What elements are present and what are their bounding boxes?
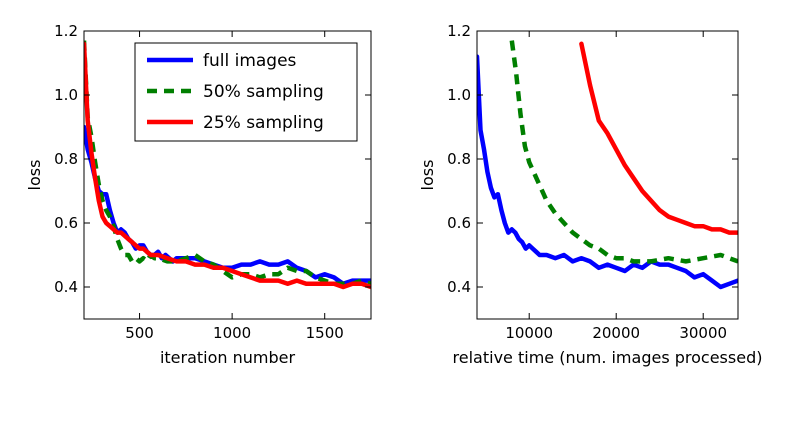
series-line-full-images [477, 54, 738, 290]
y-tick-label: 1.2 [447, 22, 471, 40]
series-line-25-sampling [84, 41, 371, 290]
y-axis-label: loss [418, 160, 437, 191]
plot-area [84, 40, 371, 290]
legend-label: 25% sampling [203, 113, 324, 133]
y-tick-label: 0.8 [447, 150, 471, 168]
x-tick-label: 500 [125, 324, 154, 342]
series-line-50-sampling [509, 40, 738, 264]
y-tick-label: 1.0 [447, 86, 471, 104]
x-axis-label: relative time (num. images processed) [453, 348, 763, 367]
x-tick-label: 10000 [505, 324, 553, 342]
legend-label: 50% sampling [203, 82, 324, 102]
plot-frame [83, 30, 372, 320]
plot-area [477, 40, 738, 290]
left-plot: 500 1000 1500 0.4 0.6 0.8 1.0 1.2 iteration numb… [25, 22, 372, 367]
y-tick-label: 0.6 [447, 214, 471, 232]
y-tick-label: 0.6 [54, 214, 78, 232]
x-axis-label: iteration number [160, 348, 296, 367]
y-tick-label: 0.8 [54, 150, 78, 168]
plot-frame [476, 30, 739, 320]
legend-label: full images [203, 51, 297, 71]
x-tick-label: 30000 [679, 324, 727, 342]
y-tick-label: 0.4 [447, 278, 471, 296]
legend: full images 50% sampling 25% sampling [134, 42, 358, 142]
right-plot: 10000 20000 30000 0.4 0.6 0.8 1.0 1.2 relative t… [418, 22, 762, 367]
series-line-25-sampling [579, 41, 738, 235]
y-axis-label: loss [25, 160, 44, 191]
y-tick-label: 1.2 [54, 22, 78, 40]
series-line-full-images [84, 124, 371, 287]
x-tick-label: 1000 [213, 324, 251, 342]
y-tick-label: 1.0 [54, 86, 78, 104]
x-tick-label: 1500 [306, 324, 344, 342]
y-tick-label: 0.4 [54, 278, 78, 296]
x-tick-label: 20000 [592, 324, 640, 342]
